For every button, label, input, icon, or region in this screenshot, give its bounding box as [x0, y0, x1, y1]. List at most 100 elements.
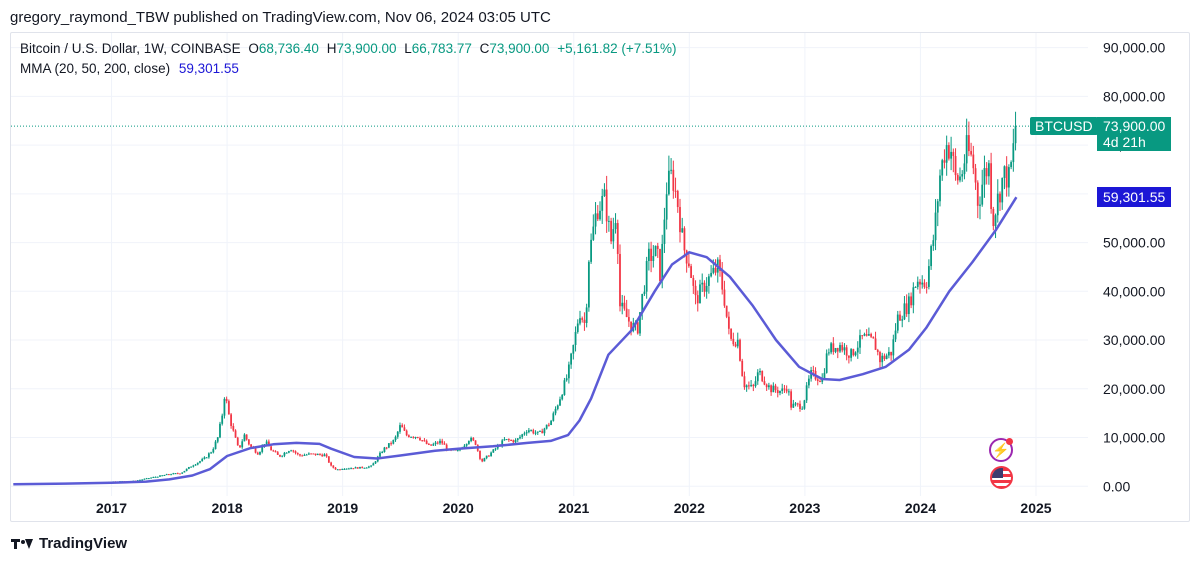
candle-body — [521, 434, 524, 437]
candle-body — [525, 432, 528, 434]
us-flag-icon[interactable] — [990, 466, 1013, 489]
candle-body — [923, 282, 926, 287]
candle-body — [416, 436, 419, 438]
candle-body — [639, 312, 641, 334]
candle-body — [925, 286, 928, 288]
candle-body — [779, 390, 781, 394]
candle-body — [701, 282, 704, 285]
candle-body — [456, 450, 459, 452]
candle-body — [616, 223, 619, 254]
candle-body — [874, 338, 877, 350]
candle-body — [641, 293, 644, 313]
candle-body — [494, 448, 497, 450]
candle-body — [359, 466, 361, 469]
candle-body — [916, 281, 919, 287]
tradingview-logo-icon — [11, 537, 33, 551]
candle-body — [547, 424, 550, 426]
candle-body — [665, 194, 668, 220]
candle-body — [347, 468, 350, 470]
candle-body — [550, 420, 552, 425]
candle-body — [781, 388, 784, 391]
candle-body — [283, 452, 286, 456]
candle-body — [156, 476, 159, 478]
candle-body — [390, 443, 392, 445]
candle-body — [350, 468, 352, 470]
x-tick-label: 2023 — [789, 500, 820, 516]
candle-body — [199, 461, 201, 463]
candle-body — [532, 430, 535, 434]
candle-body — [292, 450, 295, 452]
candle-body — [556, 405, 559, 409]
candle-body — [543, 428, 546, 434]
candle-body — [776, 390, 779, 394]
candle-body — [654, 245, 657, 257]
candle-body — [974, 168, 977, 183]
candle-body — [559, 399, 561, 406]
candle-body — [867, 334, 870, 336]
candle-body — [710, 272, 713, 277]
tradingview-footer[interactable]: TradingView — [11, 535, 127, 552]
candle-body — [670, 169, 673, 171]
x-tick-label: 2019 — [327, 500, 358, 516]
candle-body — [399, 425, 401, 432]
candle-body — [554, 408, 557, 414]
candle-body — [403, 427, 406, 431]
candle-body — [679, 207, 681, 233]
candle-body — [656, 245, 659, 249]
candle-body — [956, 175, 959, 181]
candle-body — [187, 467, 190, 469]
candle-body — [563, 380, 566, 395]
candle-body — [427, 444, 430, 446]
candle-body — [510, 439, 512, 441]
candle-body — [396, 431, 399, 437]
candle-body — [899, 314, 901, 321]
candle-body — [152, 477, 155, 479]
candle-body — [434, 442, 437, 445]
symbol-label[interactable]: Bitcoin / U.S. Dollar, 1W, COINBASE — [20, 41, 241, 56]
candle-body — [372, 463, 375, 466]
candle-body — [365, 467, 368, 469]
candle-body — [690, 266, 693, 278]
candle-body — [574, 331, 577, 345]
legend-ohlc-row: Bitcoin / U.S. Dollar, 1W, COINBASE O68,… — [20, 39, 677, 59]
ma-label[interactable]: MMA (20, 50, 200, close) — [20, 61, 171, 76]
candle-body — [167, 474, 170, 476]
y-tick-label: 20,000.00 — [1103, 381, 1165, 397]
candle-body — [905, 303, 908, 315]
candle-body — [894, 330, 897, 340]
open-value: 68,736.40 — [258, 41, 319, 56]
candle-body — [279, 454, 281, 457]
candle-body — [881, 355, 884, 363]
candle-body — [276, 452, 279, 455]
x-tick-label: 2024 — [905, 500, 936, 516]
legend-ma-row: MMA (20, 50, 200, close) 59,301.55 — [20, 59, 677, 79]
candle-body — [379, 452, 381, 457]
candle-body — [370, 465, 372, 467]
candle-body — [479, 450, 481, 459]
candle-body — [854, 352, 857, 356]
lightning-icon[interactable]: ⚡ — [989, 438, 1013, 462]
candle-body — [861, 335, 864, 337]
candle-body — [736, 339, 739, 347]
candle-body — [605, 189, 608, 222]
candle-body — [230, 414, 232, 426]
candle-body — [921, 282, 924, 285]
candle-body — [832, 343, 835, 352]
candle-body — [596, 213, 599, 220]
candle-body — [312, 453, 315, 455]
y-tick-label: 0.00 — [1103, 478, 1130, 494]
candle-body — [232, 425, 235, 431]
candle-body — [241, 441, 244, 448]
candle-body — [443, 443, 446, 445]
candle-body — [883, 355, 886, 359]
chart-area[interactable] — [10, 32, 1190, 522]
candle-body — [619, 253, 621, 307]
candle-body — [183, 470, 186, 473]
candle-body — [590, 239, 593, 262]
candle-body — [387, 443, 390, 448]
candle-body — [823, 372, 826, 378]
candle-body — [336, 469, 339, 471]
candle-body — [161, 475, 164, 477]
candle-body — [927, 266, 930, 287]
